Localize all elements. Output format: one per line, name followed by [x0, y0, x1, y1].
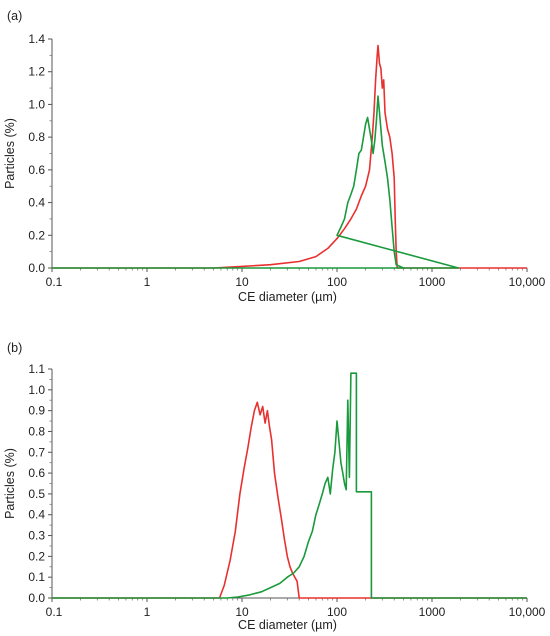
y-tick-label: 0.1 [28, 570, 45, 584]
y-tick-label: 0.7 [28, 445, 45, 459]
y-tick-label: 0.4 [28, 196, 45, 210]
y-tick-label: 0.6 [28, 466, 45, 480]
y-tick-label: 0.2 [28, 228, 45, 242]
panel-label: (b) [7, 341, 22, 355]
x-axis-title: CE diameter (µm) [238, 290, 337, 304]
x-tick-label: 1000 [419, 605, 446, 619]
series-line-2 [52, 372, 527, 599]
y-tick-label: 0.8 [28, 130, 45, 144]
x-tick-label: 10,000 [509, 275, 546, 289]
y-tick-label: 0.8 [28, 424, 45, 438]
series-line-1 [52, 401, 527, 599]
chart-panel-a: (a) 0.1 1 10 100 1000 10,000 0.0 0.2 0.4 0.6 0.8 1.0… [3, 9, 546, 304]
y-tick-label: 1.1 [28, 362, 45, 376]
x-tick-label: 1 [144, 605, 151, 619]
series-line-2 [52, 95, 460, 269]
y-axis-title: Particles (%) [3, 448, 17, 519]
y-tick-label: 0.5 [28, 487, 45, 501]
y-tick-label: 0.3 [28, 529, 45, 543]
x-tick-label: 100 [327, 605, 347, 619]
panel-label: (a) [7, 9, 22, 23]
y-tick-label: 0.4 [28, 508, 45, 522]
x-axis-title: CE diameter (µm) [238, 618, 337, 632]
series-line-1 [52, 44, 527, 269]
x-tick-label: 0.1 [46, 605, 63, 619]
y-tick-label: 0.2 [28, 549, 45, 563]
x-tick-label: 0.1 [46, 275, 63, 289]
x-tick-label: 10 [235, 605, 249, 619]
x-tick-label: 1000 [419, 275, 446, 289]
y-tick-label: 0.0 [28, 591, 45, 605]
x-tick-label: 10,000 [509, 605, 546, 619]
x-tick-label: 1 [144, 275, 151, 289]
y-tick-label: 1.0 [28, 383, 45, 397]
y-axis-title: Particles (%) [3, 118, 17, 189]
y-tick-label: 1.0 [28, 97, 45, 111]
x-tick-label: 10 [235, 275, 249, 289]
x-tick-label: 100 [327, 275, 347, 289]
y-tick-label: 1.4 [28, 32, 45, 46]
y-tick-label: 0.6 [28, 163, 45, 177]
y-tick-label: 0.9 [28, 404, 45, 418]
y-tick-label: 0.0 [28, 261, 45, 275]
y-tick-label: 1.2 [28, 65, 45, 79]
chart-panel-b: (b)0.1 1 10 100 1000 10,0000.00.10.20.30.40.5… [3, 341, 546, 632]
